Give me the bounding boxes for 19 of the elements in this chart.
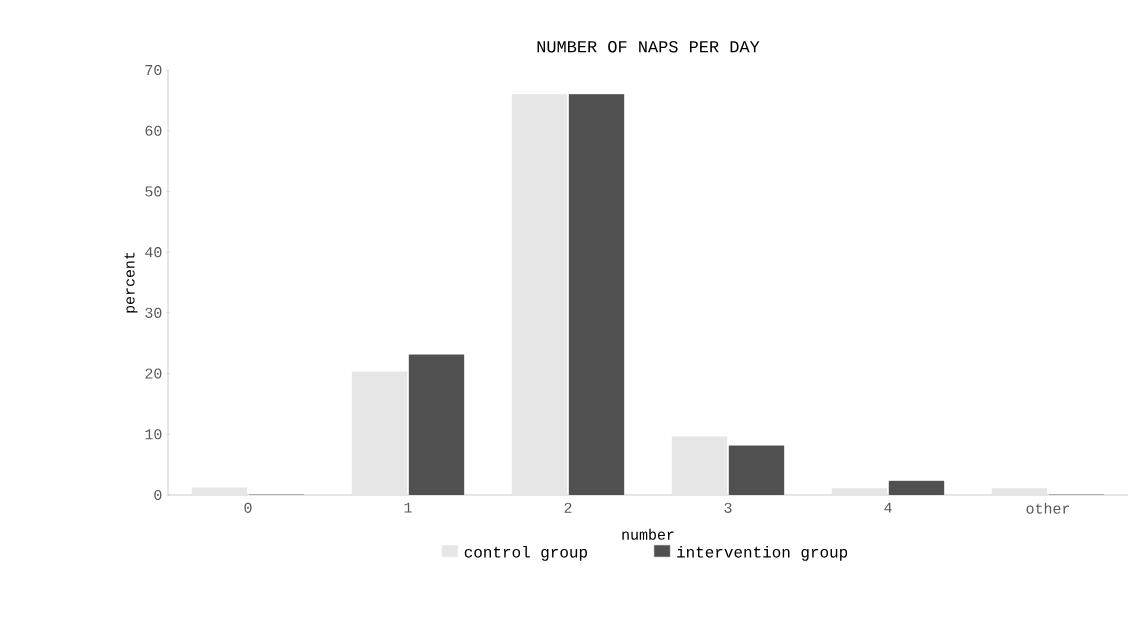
y-tick-label: 0	[154, 489, 162, 501]
x-axis-title: number	[622, 528, 674, 540]
x-tick-label: 0	[244, 502, 252, 513]
legend-label: intervention group	[677, 545, 848, 561]
y-tick-label: 60	[145, 125, 162, 136]
x-tick-label: 2	[564, 502, 572, 513]
y-tick-label: 70	[145, 64, 162, 76]
chart-title: NUMBER OF NAPS PER DAY	[537, 41, 760, 53]
y-axis-title: percent	[124, 252, 138, 313]
y-tick-label: 30	[145, 307, 162, 318]
x-tick-label: other	[1026, 502, 1070, 514]
y-tick-label: 10	[145, 429, 162, 440]
x-tick-label: 4	[884, 502, 892, 513]
y-tick-label: 50	[145, 186, 162, 197]
x-tick-label: 3	[724, 502, 732, 513]
legend-label: control group	[464, 545, 587, 561]
x-tick-label: 1	[404, 502, 412, 513]
y-tick-label: 40	[145, 247, 162, 258]
y-tick-label: 20	[145, 368, 162, 379]
